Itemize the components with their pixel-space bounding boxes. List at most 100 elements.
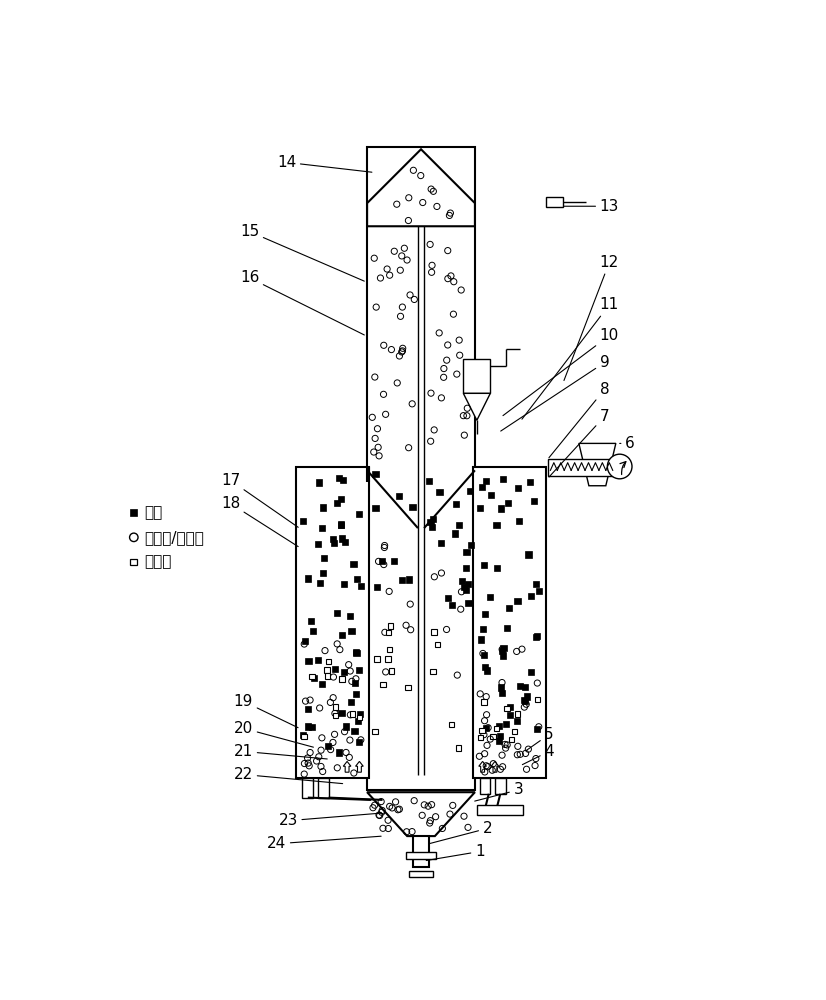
Polygon shape	[367, 792, 475, 836]
Bar	[477, 805, 524, 815]
Bar	[373, 505, 378, 511]
Bar	[311, 675, 317, 681]
Text: 5: 5	[526, 727, 554, 751]
Bar	[506, 712, 513, 718]
Bar	[351, 728, 358, 734]
Bar	[481, 562, 487, 568]
Bar	[480, 778, 491, 794]
Bar	[336, 749, 343, 756]
Bar	[306, 658, 311, 664]
Bar	[426, 478, 433, 484]
Bar	[333, 713, 338, 718]
Bar	[341, 581, 347, 587]
Bar	[391, 558, 397, 564]
Bar	[385, 656, 391, 662]
Polygon shape	[479, 761, 487, 772]
Bar	[498, 684, 504, 691]
Bar	[509, 737, 514, 742]
Bar	[427, 519, 434, 525]
Bar	[355, 718, 361, 724]
Bar	[482, 699, 487, 705]
Bar	[410, 504, 415, 510]
Bar	[309, 674, 315, 679]
Bar	[356, 739, 362, 745]
Text: 20: 20	[234, 721, 313, 747]
Bar	[478, 636, 484, 643]
Bar	[536, 588, 542, 594]
Bar	[453, 501, 459, 507]
Bar	[297, 466, 368, 778]
Bar	[473, 466, 546, 778]
Bar	[305, 575, 311, 582]
Bar	[343, 723, 349, 730]
Bar	[494, 565, 501, 571]
Bar	[435, 642, 440, 647]
Bar	[320, 570, 326, 576]
Bar	[354, 650, 359, 656]
Text: 石英砂/催化剑: 石英砂/催化剑	[144, 530, 204, 545]
Bar	[334, 500, 339, 506]
Bar	[316, 541, 321, 547]
Bar	[546, 197, 563, 207]
Bar	[520, 697, 527, 703]
Bar	[131, 559, 137, 565]
Bar	[501, 645, 506, 651]
Bar	[495, 778, 506, 794]
Bar	[308, 618, 314, 624]
Bar	[499, 648, 506, 654]
Bar	[373, 729, 377, 734]
Bar	[487, 594, 493, 600]
Text: 3: 3	[475, 782, 523, 801]
Bar	[318, 778, 329, 798]
Bar	[496, 723, 502, 729]
Bar	[482, 664, 488, 670]
Bar	[309, 724, 316, 730]
Bar	[521, 684, 528, 690]
Bar	[353, 691, 358, 697]
Bar	[463, 359, 491, 393]
Bar	[336, 475, 342, 481]
Text: 11: 11	[522, 297, 619, 419]
Bar	[548, 459, 617, 476]
Text: 14: 14	[277, 155, 372, 172]
Bar	[340, 477, 346, 483]
Bar	[305, 723, 311, 730]
Bar	[341, 669, 348, 675]
Polygon shape	[463, 393, 491, 420]
Polygon shape	[344, 761, 351, 772]
Bar	[497, 733, 503, 739]
Bar	[374, 656, 380, 662]
Bar	[531, 498, 537, 504]
Bar	[334, 610, 340, 616]
Bar	[515, 598, 520, 604]
Bar	[491, 734, 496, 739]
Bar	[524, 693, 530, 700]
Bar	[386, 630, 392, 635]
Text: 10: 10	[503, 328, 619, 416]
Bar	[482, 611, 488, 617]
Bar	[338, 522, 344, 528]
Bar	[353, 649, 359, 655]
Bar	[456, 745, 461, 751]
Bar	[497, 505, 504, 512]
Text: 7: 7	[549, 409, 610, 477]
Bar	[358, 583, 364, 589]
Bar	[533, 581, 539, 587]
Bar	[331, 540, 337, 546]
Bar	[459, 578, 465, 584]
Bar	[387, 647, 392, 652]
Bar	[463, 587, 469, 593]
Text: 12: 12	[564, 255, 619, 381]
Text: 16: 16	[240, 270, 364, 335]
Text: 13: 13	[564, 199, 619, 214]
Bar	[367, 147, 475, 790]
Bar	[352, 680, 358, 686]
Text: 9: 9	[501, 355, 610, 431]
Bar	[534, 726, 540, 732]
Bar	[505, 500, 511, 506]
Bar	[499, 690, 505, 696]
Bar	[512, 729, 517, 734]
Bar	[483, 667, 490, 674]
Bar	[463, 549, 469, 555]
Bar	[525, 551, 532, 558]
